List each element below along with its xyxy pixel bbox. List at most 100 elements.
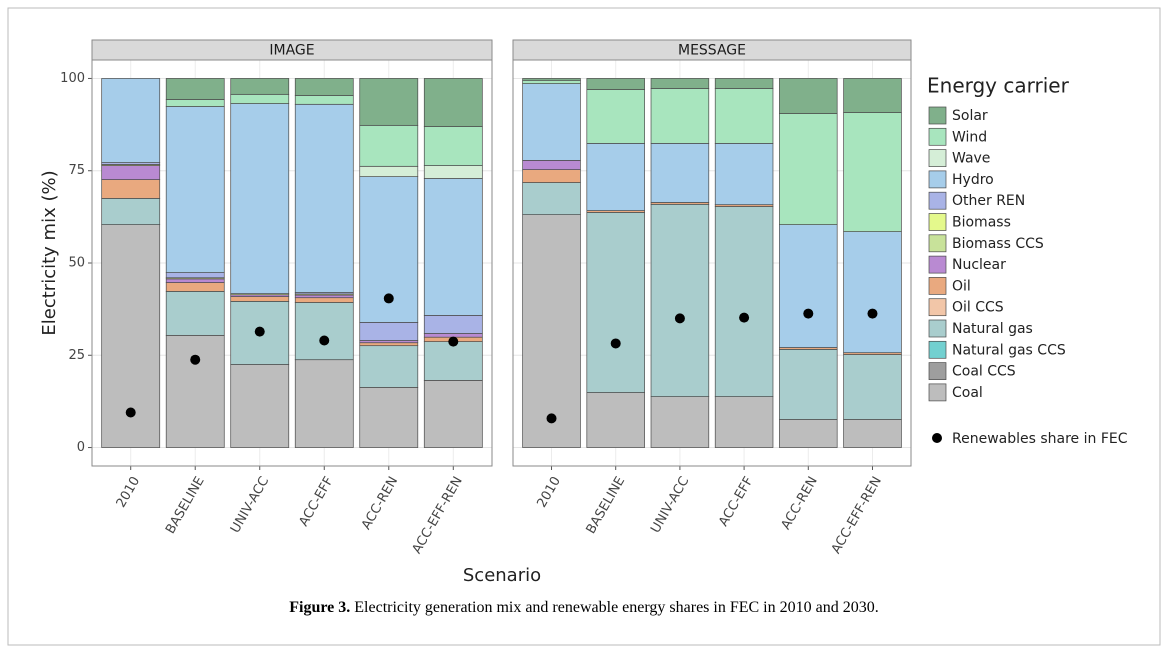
legend-key [928, 234, 947, 253]
bar-segment [650, 203, 710, 397]
legend-key [928, 319, 947, 338]
renewables-point [867, 308, 878, 319]
bar-segment [714, 396, 774, 448]
bar-segment [423, 315, 483, 334]
bar-segment [230, 296, 290, 302]
bar-segment [586, 89, 645, 144]
bar-segment [423, 126, 483, 166]
legend-key [928, 149, 947, 167]
bar-segment [230, 364, 290, 448]
bar-segment [423, 178, 483, 316]
bar-segment [230, 103, 290, 294]
bar-segment [650, 396, 710, 448]
renewables-point [610, 338, 621, 349]
legend-key [928, 298, 947, 317]
legend-label: Oil [952, 278, 971, 294]
renewables-point [319, 335, 330, 346]
bar-segment [714, 78, 774, 89]
bar-segment [230, 93, 290, 104]
bar-segment [423, 78, 483, 127]
bar-segment [650, 78, 710, 89]
bar-segment [843, 419, 902, 448]
renewables-point [739, 312, 750, 323]
y-axis-title: Electricity mix (%) [39, 170, 60, 335]
legend-label: Oil CCS [952, 300, 1004, 316]
panel-border [512, 59, 912, 467]
legend-key [928, 170, 947, 189]
bar-segment [294, 359, 354, 448]
legend-label: Renewables share in FEC [952, 431, 1128, 447]
bar-segment [165, 99, 225, 107]
bar-segment [101, 165, 161, 180]
bar-segment [423, 341, 483, 381]
bar-segment [294, 95, 354, 105]
renewables-point [383, 293, 394, 304]
x-axis-title: Scenario [463, 565, 541, 586]
bar-segment [359, 342, 419, 347]
legend-key [928, 362, 947, 380]
legend-title: Energy carrier [927, 74, 1070, 98]
bar-segment [423, 380, 483, 448]
caption: Figure 3. Electricity generation mix and… [289, 599, 878, 616]
bar-segment [423, 165, 483, 179]
legend-label: Natural gas [952, 321, 1033, 337]
bar-segment [650, 143, 710, 203]
bar-segment [650, 88, 710, 144]
bar-segment [714, 88, 774, 144]
bar-segment [714, 206, 774, 397]
y-tick-label: 75 [68, 163, 85, 178]
bar-segment [522, 79, 581, 84]
bar-segment [359, 124, 419, 167]
y-tick-label: 25 [68, 348, 85, 363]
legend-label: Solar [952, 108, 988, 124]
bar-segment [779, 113, 838, 225]
legend-key [928, 383, 947, 402]
legend-label: Biomass [952, 215, 1011, 231]
bar-segment [165, 272, 225, 279]
legend-label: Coal [952, 385, 983, 401]
bar-segment [165, 78, 225, 100]
panel-title: IMAGE [269, 43, 314, 59]
bar-segment [714, 143, 774, 206]
caption-label: Figure 3. [289, 599, 350, 616]
bar-segment [586, 78, 645, 90]
legend-key [928, 213, 947, 231]
bar-segment [101, 78, 161, 163]
bar-segment [165, 334, 225, 448]
bar-segment [522, 83, 581, 161]
bar-segment [230, 78, 290, 95]
panel-title: MESSAGE [678, 43, 746, 59]
bar-segment [843, 231, 902, 354]
bar-segment [165, 278, 225, 283]
renewables-point [125, 407, 136, 418]
bar-segment [522, 182, 581, 215]
renewables-point [190, 354, 201, 365]
bar-segment [359, 165, 419, 177]
legend-label: Wave [952, 151, 990, 167]
legend-label: Other REN [952, 193, 1025, 209]
bar-segment [359, 345, 419, 388]
legend-key [928, 255, 947, 274]
renewables-point [448, 336, 459, 347]
legend-key [928, 340, 947, 359]
legend-key [928, 106, 947, 125]
bar-segment [359, 387, 419, 448]
bar-segment [779, 224, 838, 348]
legend-key [928, 191, 947, 210]
bar-segment [843, 354, 902, 420]
y-tick-label: 0 [77, 440, 85, 455]
bar-segment [586, 212, 645, 393]
legend-label: Natural gas CCS [952, 342, 1066, 358]
legend-key [928, 127, 947, 146]
bar-segment [843, 78, 902, 113]
bar-segment [294, 302, 354, 361]
bar-segment [843, 112, 902, 232]
bar-segment [779, 78, 838, 114]
caption-text: Electricity generation mix and renewable… [354, 599, 878, 616]
bar-segment [586, 392, 645, 448]
legend-label: Nuclear [952, 257, 1006, 273]
bar-segment [359, 322, 419, 341]
bar-segment [522, 160, 581, 170]
y-tick-label: 100 [60, 71, 85, 86]
